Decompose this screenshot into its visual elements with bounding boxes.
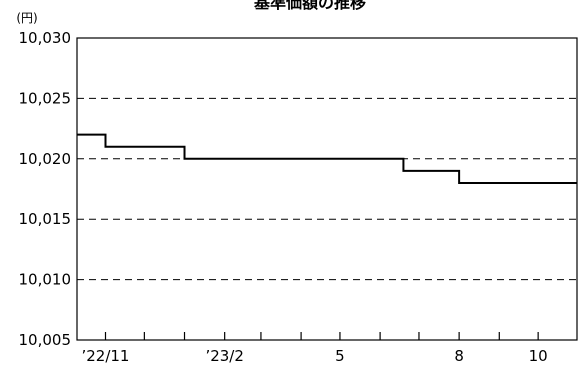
y-tick-label: 10,030 [19, 29, 72, 47]
nav-series-line [77, 133, 577, 184]
y-tick-label: 10,005 [19, 331, 72, 349]
grid-lines [77, 97, 577, 281]
chart-title: 基準価額の推移 [253, 0, 366, 12]
x-axis: ’22/11 ’23/2 5 8 10 [81, 332, 548, 365]
y-tick-label: 10,020 [19, 150, 72, 168]
y-tick-label: 10,025 [19, 89, 72, 107]
y-tick-label: 10,015 [19, 210, 72, 228]
x-tick-label: ’22/11 [81, 347, 129, 365]
y-axis: 10,005 10,010 10,015 10,020 10,025 10,030 [19, 29, 72, 349]
y-tick-label: 10,010 [19, 271, 72, 289]
x-tick-label: ’23/2 [205, 347, 243, 365]
plot-frame [76, 37, 578, 341]
y-unit-label: (円) [16, 11, 37, 25]
x-tick-label: 10 [529, 347, 548, 365]
series [77, 133, 577, 184]
x-tick-label: 8 [454, 347, 464, 365]
x-tick-label: 5 [335, 347, 345, 365]
